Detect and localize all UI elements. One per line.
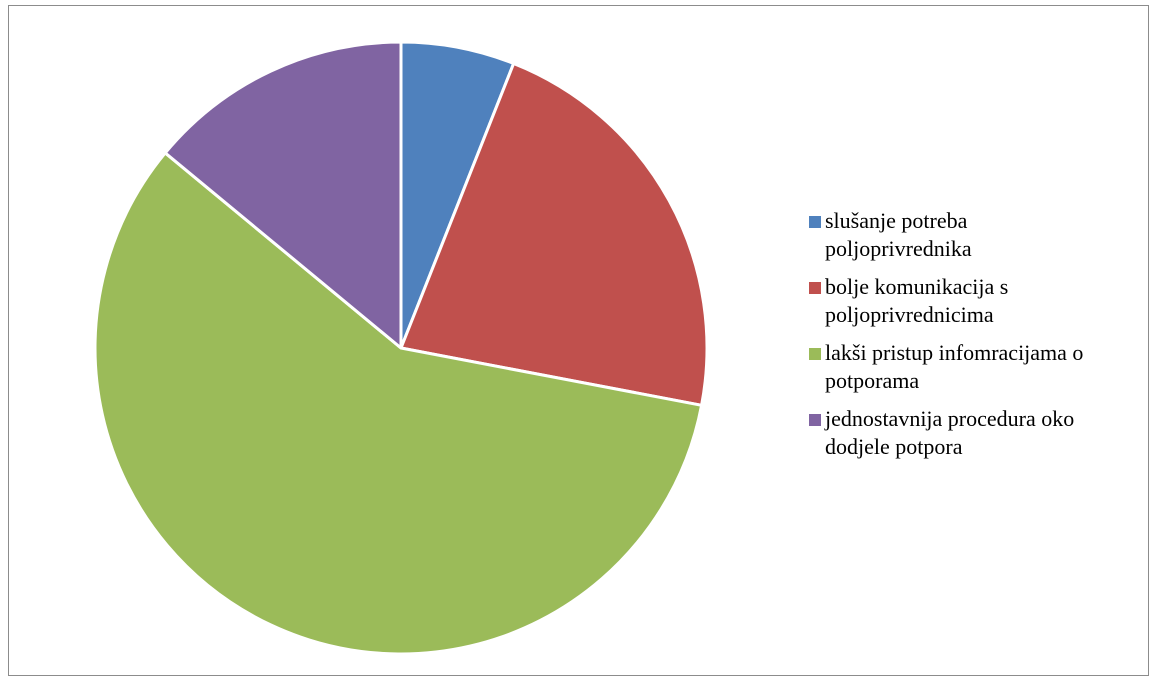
legend-swatch: [809, 348, 821, 360]
legend-label: slušanje potreba poljoprivrednika: [825, 208, 972, 261]
pie-chart: [93, 40, 709, 656]
legend-item: slušanje potreba poljoprivrednika: [809, 207, 1149, 263]
legend-item: lakši pristup infomracijama o potporama: [809, 339, 1149, 395]
legend-label: jednostavnija procedura oko dodjele potp…: [825, 406, 1075, 459]
pie-slice: [93, 151, 704, 656]
pie-slice: [163, 40, 403, 350]
legend-item: jednostavnija procedura oko dodjele potp…: [809, 405, 1149, 461]
legend-swatch: [809, 216, 821, 228]
chart-area: slušanje potreba poljoprivrednika bolje …: [8, 5, 1149, 676]
legend-swatch: [809, 282, 821, 294]
legend-label: bolje komunikacija s poljoprivrednicima: [825, 274, 1009, 327]
chart-legend: slušanje potreba poljoprivrednika bolje …: [809, 207, 1149, 471]
legend-item: bolje komunikacija s poljoprivrednicima: [809, 273, 1149, 329]
pie-slice: [399, 61, 709, 407]
legend-swatch: [809, 414, 821, 426]
legend-label: lakši pristup infomracijama o potporama: [825, 340, 1084, 393]
